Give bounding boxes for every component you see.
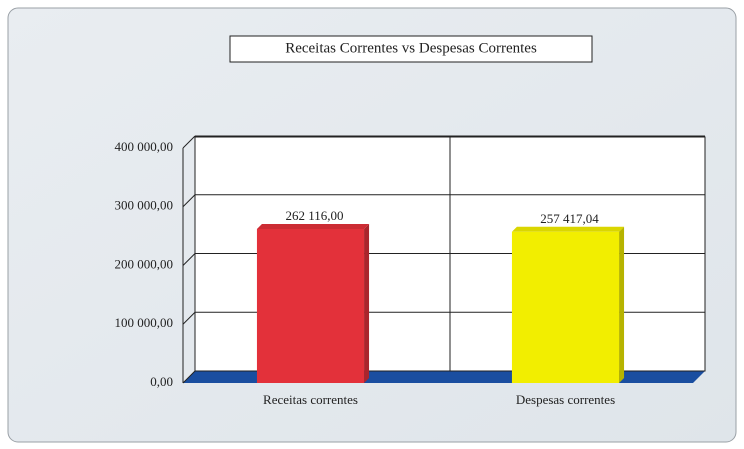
- title-box: [229, 35, 593, 63]
- grid-line: [182, 194, 196, 208]
- x-tick-label: Despesas correntes: [516, 392, 615, 407]
- y-tick-label: 300 000,00: [115, 198, 174, 213]
- value-label: 262 116,00: [285, 208, 343, 223]
- bar: [256, 229, 365, 383]
- y-tick-label: 0,00: [150, 374, 173, 389]
- grid-line: [182, 253, 196, 266]
- y-tick-label: 400 000,00: [115, 139, 174, 154]
- value-label: 257 417,04: [540, 211, 599, 226]
- bar-side: [619, 226, 625, 383]
- bar: [511, 231, 620, 383]
- bar-top: [511, 226, 625, 232]
- y-tick-label: 200 000,00: [115, 256, 174, 271]
- bar-top: [256, 224, 370, 230]
- x-tick-label: Receitas correntes: [263, 392, 358, 407]
- grid-line: [182, 370, 196, 384]
- grid-line: [182, 311, 196, 325]
- bar-side: [364, 224, 370, 383]
- grid-line: [182, 135, 196, 149]
- chart-title: Receitas Correntes vs Despesas Correntes: [285, 40, 537, 56]
- y-tick-label: 100 000,00: [115, 315, 174, 330]
